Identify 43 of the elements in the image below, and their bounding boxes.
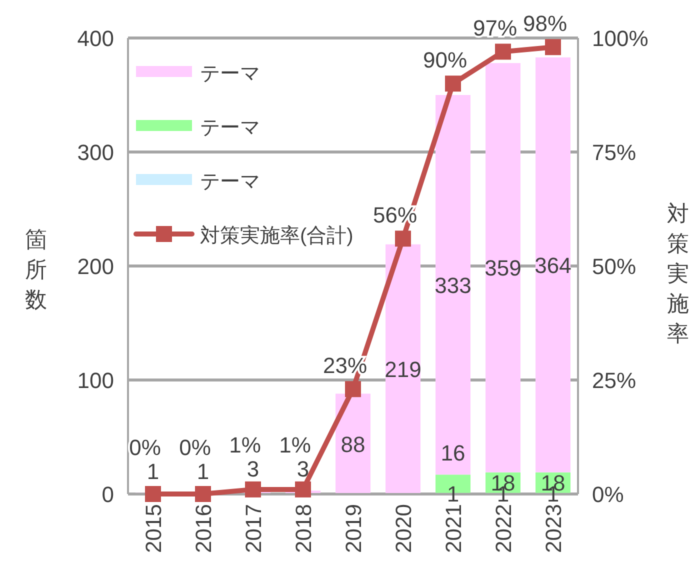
y2-tick-label: 100% (592, 26, 648, 51)
y2-tick-label: 0% (592, 482, 624, 507)
data-label: 0% (179, 434, 211, 460)
data-label: 1% (279, 432, 311, 458)
x-tick-label: 2021 (441, 504, 466, 553)
y-tick-label: 100 (77, 368, 114, 393)
y-tick-label: 0 (102, 482, 114, 507)
data-label: 219 (384, 357, 422, 382)
x-tick-label: 2017 (241, 504, 266, 553)
y2-tick-label: 75% (592, 140, 636, 165)
data-label: 98% (522, 11, 568, 36)
y2-tick-label: 25% (592, 368, 636, 393)
data-label: 1 (146, 458, 160, 484)
x-tick-label: 2019 (341, 504, 366, 553)
x-tick-label: 2022 (491, 504, 516, 553)
x-tick-label: 2020 (391, 504, 416, 553)
legend-label: テーマ (200, 171, 260, 193)
y-tick-label: 300 (77, 140, 114, 165)
data-label: 90% (422, 48, 468, 73)
y2-tick-label: 50% (592, 254, 636, 279)
data-label: 1 (446, 481, 460, 506)
x-tick-label: 2023 (541, 504, 566, 553)
x-tick-label: 2018 (291, 504, 316, 553)
x-tick-label: 2015 (141, 504, 166, 553)
data-label: 16 (440, 440, 466, 466)
data-label: 0% (129, 434, 161, 460)
data-label: 88 (340, 432, 366, 457)
data-label: 1% (229, 432, 261, 458)
y2-axis-title: 対策実施率 (667, 201, 689, 346)
y-axis-title: 箇所数 (25, 227, 47, 312)
data-label: 3 (296, 456, 310, 482)
data-label: 3 (246, 456, 260, 482)
data-label: 1 (196, 458, 210, 484)
data-label: 364 (534, 252, 572, 278)
data-label: 97% (472, 16, 518, 41)
legend-label: テーマ (200, 63, 260, 85)
data-label: 359 (484, 256, 522, 281)
data-label: 333 (434, 272, 472, 298)
legend-label: 対策実施率(合計) (200, 224, 354, 247)
x-tick-label: 2016 (191, 504, 216, 553)
y-tick-label: 400 (77, 26, 114, 51)
legend-label: テーマ (200, 117, 260, 139)
y-tick-label: 200 (77, 254, 114, 279)
